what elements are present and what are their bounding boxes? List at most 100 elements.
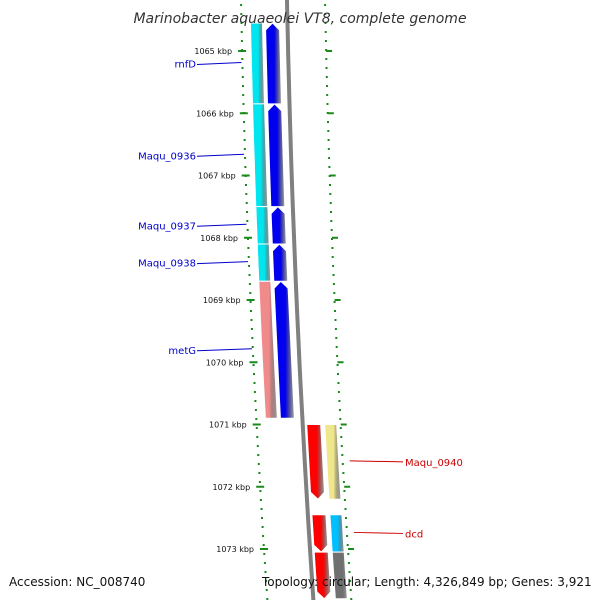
axis-dot xyxy=(324,40,327,42)
axis-dot xyxy=(243,139,246,141)
axis-dot xyxy=(340,436,343,438)
axis-dot xyxy=(342,481,345,483)
axis-dot xyxy=(255,418,258,420)
axis-dot xyxy=(241,58,244,60)
axis-dot xyxy=(326,103,329,105)
plus-strand-gene xyxy=(311,514,329,553)
axis-dot xyxy=(336,364,339,366)
axis-dot xyxy=(334,310,336,312)
major-tick xyxy=(256,485,265,488)
axis-dot xyxy=(263,562,266,564)
major-tick xyxy=(340,423,347,426)
accession-text: Accession: NC_008740 xyxy=(9,575,145,589)
axis-dot xyxy=(337,382,340,384)
axis-dot xyxy=(325,76,328,78)
cog-band xyxy=(255,206,270,245)
axis-dot xyxy=(324,22,327,24)
leader-line xyxy=(349,460,404,463)
axis-dot xyxy=(348,571,351,573)
axis-dot xyxy=(259,490,262,492)
axis-dot xyxy=(327,148,330,150)
axis-dot xyxy=(266,598,269,600)
axis-dot xyxy=(347,562,350,564)
axis-dot xyxy=(243,130,246,132)
axis-dot xyxy=(256,445,259,447)
tick-marks: 1065 kbp 1066 kbp 1067 kbp 1068 kbp 1069 kbp… xyxy=(194,4,354,600)
axis-dot xyxy=(240,31,243,33)
gene-label: dcd xyxy=(405,529,423,540)
axis-dot xyxy=(242,103,245,105)
axis-dot xyxy=(326,112,329,114)
axis-dot xyxy=(243,121,245,123)
tick-label: 1070 kbp xyxy=(206,358,244,367)
cog-band xyxy=(251,103,269,208)
axis-dot xyxy=(346,535,349,537)
axis-dot xyxy=(326,85,328,87)
leader-line xyxy=(196,61,242,65)
axis-dot xyxy=(254,400,257,402)
gene-label: Maqu_0937 xyxy=(138,221,196,232)
axis-dot xyxy=(263,553,266,555)
cog-band xyxy=(258,280,278,419)
axis-dot xyxy=(252,355,255,357)
axis-dot xyxy=(340,445,343,447)
axis-dot xyxy=(262,544,265,546)
cog-band xyxy=(324,424,342,500)
axis-dot xyxy=(331,238,333,240)
topology-text: Topology: circular; Length: 4,326,849 bp… xyxy=(261,575,592,589)
axis-dot xyxy=(241,67,244,69)
cog-band xyxy=(249,22,266,105)
major-tick xyxy=(337,361,344,364)
major-tick xyxy=(332,236,338,239)
axis-dot xyxy=(343,490,346,492)
axis-dot xyxy=(258,472,261,474)
leader-line xyxy=(196,153,245,157)
major-tick xyxy=(252,423,261,426)
axis-dot xyxy=(250,310,252,312)
axis-dot xyxy=(345,526,348,528)
axis-dot xyxy=(240,40,243,42)
axis-dot xyxy=(246,220,249,222)
axis-dot xyxy=(240,4,243,6)
axis-dot xyxy=(324,4,327,6)
plus-strand-gene xyxy=(306,424,326,500)
major-tick xyxy=(329,174,336,177)
axis-dot xyxy=(324,13,327,15)
tick-label: 1069 kbp xyxy=(203,296,241,305)
axis-dot xyxy=(345,517,347,519)
axis-dot xyxy=(259,499,262,501)
leader-line xyxy=(196,348,252,352)
axis-dot xyxy=(262,535,265,537)
axis-dot xyxy=(250,319,253,321)
major-tick xyxy=(327,112,334,115)
feature-tracks xyxy=(249,0,348,600)
map-title: Marinobacter aquaeolei VT8, complete gen… xyxy=(133,11,466,27)
major-tick xyxy=(326,50,333,52)
axis-dot xyxy=(253,391,256,393)
axis-dot xyxy=(242,94,245,96)
axis-dot xyxy=(243,148,246,150)
axis-dot xyxy=(331,256,334,258)
gene-label: Maqu_0938 xyxy=(138,259,196,270)
axis-dot xyxy=(333,301,336,303)
axis-dot xyxy=(253,373,255,375)
major-tick xyxy=(249,361,258,364)
axis-dot xyxy=(328,157,331,159)
axis-dot xyxy=(332,274,335,276)
axis-dot xyxy=(341,463,344,465)
axis-dot xyxy=(244,166,247,168)
axis-dot xyxy=(240,13,243,15)
leader-line xyxy=(354,531,404,534)
axis-dot xyxy=(325,58,328,60)
axis-dot xyxy=(326,94,329,96)
axis-dot xyxy=(329,184,331,186)
axis-dot xyxy=(330,229,333,231)
axis-dot xyxy=(337,373,339,375)
axis-dot xyxy=(252,364,255,366)
axis-dot xyxy=(254,409,257,411)
axis-dot xyxy=(245,202,248,204)
axis-dot xyxy=(245,184,247,186)
axis-dot xyxy=(240,22,243,24)
axis-dot xyxy=(337,391,340,393)
axis-dot xyxy=(251,346,254,348)
